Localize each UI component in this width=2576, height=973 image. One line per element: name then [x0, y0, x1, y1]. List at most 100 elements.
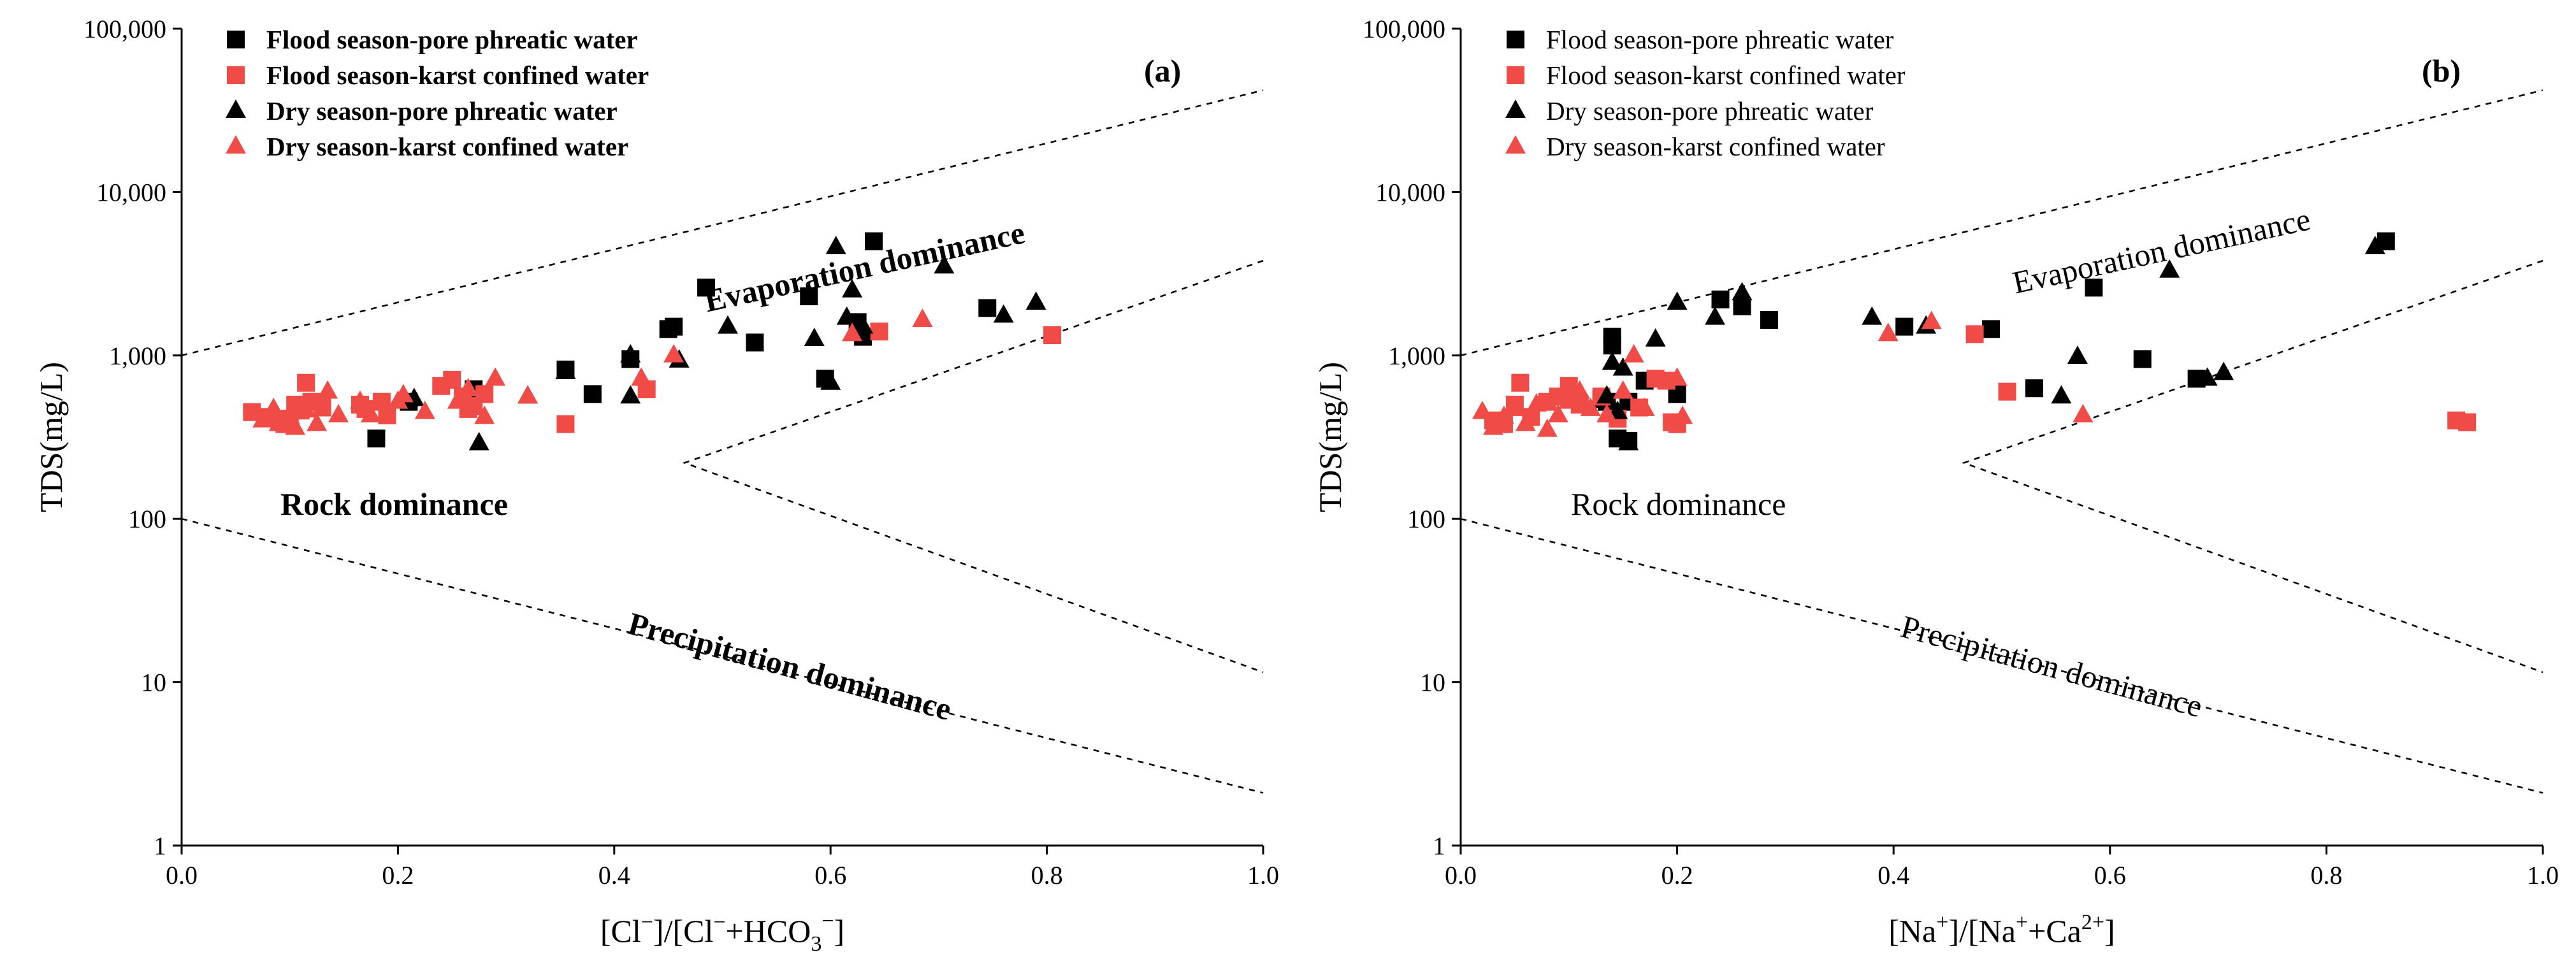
data-point-triangle [393, 384, 414, 403]
y-tick-label: 100 [128, 505, 166, 533]
x-axis-title: [Cl−]/[Cl−+HCO3−] [600, 909, 844, 956]
data-point-triangle [1526, 393, 1547, 412]
series-4 [1472, 310, 2094, 437]
data-point-triangle [268, 412, 289, 431]
legend-label: Dry season-karst confined water [266, 132, 628, 161]
data-point-square [583, 385, 602, 403]
legend-marker [1505, 99, 1526, 118]
data-point-triangle [2213, 361, 2234, 380]
data-point-triangle [296, 399, 317, 418]
data-point-triangle [414, 400, 435, 419]
data-point-triangle [252, 408, 273, 428]
data-point-triangle [2364, 236, 2385, 254]
legend: Flood season-pore phreatic water Flood se… [226, 25, 649, 161]
x-tick-label: 1.0 [2527, 861, 2559, 890]
y-tick-label: 10 [1420, 668, 1445, 697]
data-point-triangle [1558, 390, 1579, 409]
legend-label: Flood season-pore phreatic water [266, 25, 638, 54]
data-point-triangle [555, 361, 576, 379]
panel-label: (a) [1144, 53, 1181, 89]
data-point-square [665, 317, 683, 336]
data-point-square [2085, 278, 2103, 297]
data-point-triangle [1921, 310, 1942, 329]
x-title-sup: − [713, 911, 725, 934]
data-point-triangle [853, 315, 874, 334]
x-tick-label: 0.4 [598, 861, 630, 890]
data-point-triangle [1878, 322, 1899, 342]
y-axis-title: TDS(mg/L) [33, 362, 69, 512]
data-point-triangle [934, 255, 955, 274]
data-point-triangle [474, 405, 495, 424]
legend-marker [1505, 135, 1526, 154]
data-point-square [313, 398, 331, 417]
legend-label: Dry season-pore phreatic water [266, 96, 618, 126]
x-axis-title: [Na+]/[Na++Ca2+] [1888, 911, 2115, 949]
legend-label: Flood season-karst confined water [1546, 61, 1906, 90]
data-point-triangle [1537, 418, 1558, 437]
series-2 [1484, 325, 2477, 433]
legend-marker [1507, 31, 1524, 48]
data-point-triangle [2197, 367, 2218, 386]
guide-lines [1460, 89, 2543, 794]
data-point-square [1982, 320, 2001, 338]
y-tick-label: 1 [154, 832, 166, 860]
data-point-square [2025, 379, 2043, 398]
legend-marker [227, 31, 245, 48]
data-point-triangle [285, 416, 306, 435]
x-title-part: ] [834, 913, 845, 949]
x-title-sup: − [641, 911, 653, 934]
region-label-precipitation: Precipitation dominance [1897, 609, 2206, 724]
wedge-boundary-line [1961, 259, 2543, 674]
legend-label: Dry season-karst confined water [1546, 132, 1885, 161]
data-point-triangle [1569, 380, 1590, 399]
data-point-triangle [2073, 403, 2094, 422]
data-point-triangle [1732, 282, 1753, 301]
x-tick-label: 0.8 [1031, 861, 1063, 890]
region-label-rock: Rock dominance [1571, 486, 1786, 522]
x-tick-label: 0.6 [814, 861, 846, 890]
data-point-triangle [517, 385, 539, 404]
data-point-square [2458, 413, 2477, 431]
panel-label: (b) [2422, 53, 2461, 89]
x-title-part: ]/[Cl [653, 913, 713, 949]
data-point-square [1511, 373, 1530, 392]
lower-boundary-line [181, 517, 1264, 794]
data-point-triangle [663, 343, 684, 363]
data-point-square [746, 333, 764, 352]
y-tick-label: 1,000 [109, 342, 166, 370]
lower-boundary-line [1460, 517, 2543, 794]
series-3 [1596, 236, 2385, 450]
x-title-part: [Cl [600, 913, 641, 949]
data-point-triangle [2159, 259, 2180, 278]
legend-label: Flood season-karst confined water [266, 61, 649, 90]
data-point-triangle [360, 403, 381, 422]
x-tick-label: 0.0 [1445, 861, 1477, 890]
data-point-triangle [842, 278, 863, 298]
x-title-part: +HCO [726, 913, 811, 949]
chart-panel-b: 0.0 0.2 0.4 0.6 0.8 1.0 1 10 100 1,000 10,000 100,0… [1312, 15, 2559, 949]
data-point-triangle [263, 398, 284, 416]
series-4 [252, 308, 933, 435]
data-point-triangle [1623, 343, 1644, 363]
data-point-triangle [820, 371, 841, 390]
data-point-square [1895, 317, 1914, 336]
y-tick-label: 1 [1433, 832, 1445, 860]
x-tick-label: 0.4 [1878, 861, 1909, 890]
data-point-triangle [307, 412, 328, 431]
data-point-triangle [1602, 351, 1623, 370]
data-point-square [297, 373, 315, 392]
data-point-triangle [1482, 416, 1503, 435]
upper-boundary-line [1460, 89, 2543, 357]
data-point-triangle [317, 380, 338, 399]
data-point-triangle [1596, 403, 1617, 422]
x-title-sup: + [1936, 911, 1948, 934]
upper-boundary-line [181, 89, 1264, 357]
legend-label: Dry season-pore phreatic water [1546, 96, 1874, 126]
data-point-triangle [447, 390, 468, 409]
y-tick-label: 10,000 [96, 178, 166, 206]
data-point-triangle [842, 322, 863, 342]
legend-marker [226, 99, 246, 118]
data-point-triangle [2067, 345, 2088, 364]
data-point-triangle [1667, 291, 1688, 310]
